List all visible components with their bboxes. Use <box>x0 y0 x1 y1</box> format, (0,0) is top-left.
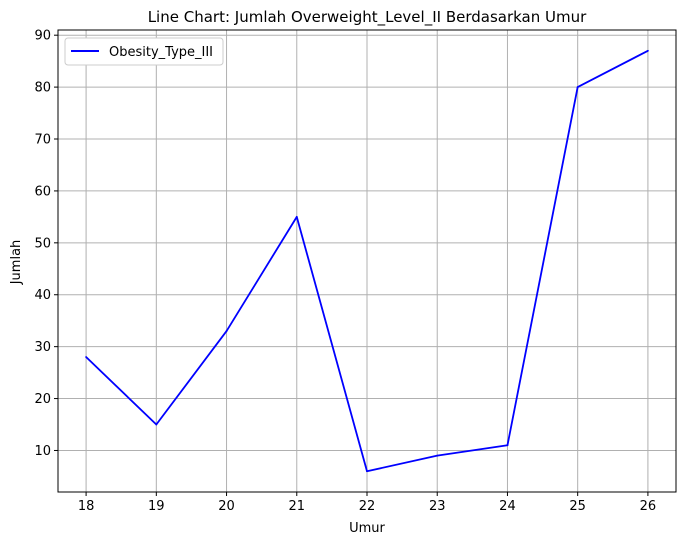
y-tick-label: 10 <box>34 444 51 459</box>
x-tick-label: 19 <box>148 499 165 514</box>
legend: Obesity_Type_III <box>64 37 224 66</box>
data-point <box>366 470 368 473</box>
x-tick-label: 24 <box>499 499 516 514</box>
y-tick-label: 50 <box>34 236 51 251</box>
data-point <box>295 215 298 218</box>
x-tick-label: 25 <box>569 499 586 514</box>
x-tick-label: 26 <box>640 499 657 514</box>
y-tick-label: 30 <box>34 340 51 355</box>
legend-box <box>64 37 224 66</box>
legend-label: Obesity_Type_III <box>109 45 213 60</box>
grid <box>58 30 676 492</box>
data-point <box>85 356 87 358</box>
chart-title: Line Chart: Jumlah Overweight_Level_II B… <box>148 8 587 27</box>
x-tick-label: 21 <box>288 499 305 514</box>
y-tick-label: 70 <box>34 133 51 148</box>
data-point <box>436 454 439 457</box>
y-axis-label: Jumlah <box>9 240 24 286</box>
x-tick-label: 18 <box>78 499 95 514</box>
series-layer <box>85 49 649 473</box>
x-tick-label: 23 <box>429 499 446 514</box>
data-point <box>576 86 579 89</box>
x-tick-label: 20 <box>218 499 235 514</box>
data-point <box>506 444 509 447</box>
x-tick-label: 22 <box>359 499 376 514</box>
x-axis-label: Umur <box>349 521 385 536</box>
axis-ticks: 18 19 20 21 22 23 24 25 26 10 20 30 40 50 60 70 80 90 <box>34 29 656 514</box>
data-point <box>647 49 649 52</box>
data-point <box>225 330 228 332</box>
y-tick-label: 60 <box>34 184 51 199</box>
y-tick-label: 90 <box>34 29 51 44</box>
y-tick-label: 80 <box>34 81 51 96</box>
y-tick-label: 20 <box>34 392 51 407</box>
y-tick-label: 40 <box>34 288 51 303</box>
data-point <box>155 423 158 426</box>
